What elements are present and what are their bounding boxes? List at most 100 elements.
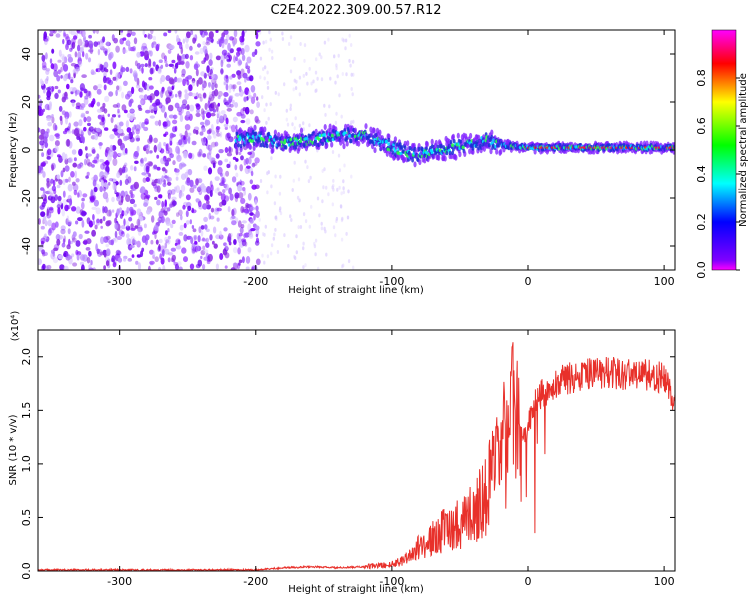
noise-speckle [181,68,186,76]
noise-speckle [146,84,150,92]
signal-core [459,139,463,144]
noise-speckle [131,86,135,95]
noise-speckle [246,56,252,64]
noise-speckle [247,90,251,98]
noise-speckle [91,149,96,154]
noise-speckle [216,118,220,125]
noise-speckle [172,119,178,125]
signal-core [239,143,243,149]
noise-speckle [224,183,229,191]
noise-speckle [228,83,233,90]
noise-speckle [238,192,244,199]
noise-speckle [38,258,42,265]
noise-speckle [226,63,231,68]
noise-speckle [108,209,112,217]
noise-speckle [158,219,162,224]
signal-halo [471,148,475,155]
noise-speckle [328,104,331,109]
signal-halo [443,155,447,162]
noise-speckle [163,32,168,37]
noise-speckle [292,87,295,92]
noise-speckle [206,65,210,73]
noise-speckle [143,126,149,132]
noise-speckle [231,124,236,133]
noise-speckle [129,244,135,249]
signal-halo [330,141,334,148]
noise-speckle [220,193,226,202]
noise-speckle [57,234,64,240]
noise-speckle [223,242,227,247]
noise-speckle [272,236,275,241]
colorbar-ticks: 0.0 0.2 0.4 0.6 0.8 [695,69,740,279]
noise-speckle [109,134,115,140]
noise-speckle [53,247,59,252]
noise-speckle [97,114,103,120]
noise-speckle [179,224,184,231]
noise-speckle [255,205,259,212]
noise-speckle [52,257,59,264]
noise-speckle [202,113,205,121]
noise-speckle [117,128,123,134]
noise-speckle [248,232,254,238]
noise-speckle [72,231,77,238]
noise-speckle [64,111,70,120]
noise-speckle [130,236,136,244]
noise-speckle [85,90,91,97]
noise-speckle [230,84,235,90]
noise-speckle [315,57,318,62]
noise-speckle [174,168,180,173]
noise-speckle [168,147,173,156]
noise-speckle [151,181,157,187]
noise-speckle [95,68,99,72]
snr-y-multiplier: (x10⁴) [10,311,21,342]
noise-speckle [172,65,175,69]
noise-speckle [84,95,89,100]
noise-speckle [71,100,75,107]
noise-speckle [304,263,307,268]
noise-speckle [88,264,92,269]
noise-speckle [119,121,124,127]
noise-speckle [318,213,321,218]
noise-speckle [190,246,196,251]
noise-speckle [38,127,41,133]
noise-speckle [256,101,260,108]
noise-speckle [99,186,103,193]
signal-halo [403,140,407,147]
noise-speckle [105,235,111,241]
noise-speckle [251,184,257,190]
noise-speckle [128,99,132,108]
noise-speckle [140,45,146,52]
noise-speckle [59,115,63,122]
noise-speckle [320,221,323,226]
noise-speckle [247,68,251,74]
noise-speckle [139,161,145,167]
noise-speckle [112,151,118,159]
noise-speckle [139,87,144,94]
noise-speckle [298,123,302,128]
noise-speckle [229,48,234,54]
noise-speckle [38,244,43,252]
noise-speckle [345,231,348,236]
noise-speckle [150,239,154,245]
noise-speckle [78,119,83,127]
signal-halo [456,132,460,139]
noise-speckle [167,252,174,256]
noise-speckle [144,34,147,38]
noise-speckle [135,124,141,132]
noise-speckle [278,191,282,196]
noise-speckle [158,194,163,199]
noise-speckle [250,96,256,105]
noise-speckle [44,141,49,148]
noise-speckle [171,196,177,201]
noise-speckle [104,149,108,158]
noise-speckle [46,87,51,91]
signal-core [349,138,353,144]
noise-speckle [121,166,126,174]
noise-speckle [105,220,111,227]
noise-speckle [340,218,344,223]
noise-speckle [231,215,236,219]
noise-speckle [185,43,190,50]
noise-speckle [157,178,161,185]
noise-speckle [321,169,324,173]
noise-speckle [103,186,106,192]
